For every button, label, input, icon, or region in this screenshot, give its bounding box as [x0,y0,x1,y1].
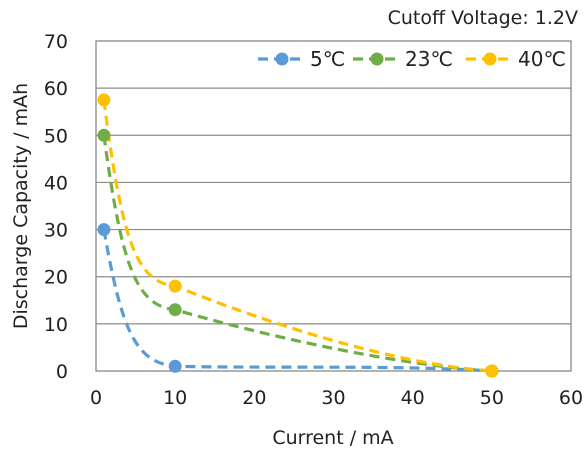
data-point [97,223,110,236]
x-tick-labels: 0 10 20 30 40 50 60 [90,387,583,409]
legend-label: 23℃ [405,47,453,71]
legend-marker [371,53,384,66]
plot-area [96,41,571,371]
y-tick-label: 60 [44,78,68,100]
data-point [97,93,110,106]
x-tick-label: 40 [401,387,425,409]
x-tick-label: 20 [242,387,266,409]
y-tick-label: 30 [44,220,68,242]
y-tick-label: 20 [44,267,68,289]
x-tick-label: 50 [480,387,504,409]
cutoff-voltage-annotation: Cutoff Voltage: 1.2V [388,7,578,29]
y-tick-label: 40 [44,172,68,194]
legend-label: 40℃ [518,47,566,71]
y-tick-label: 0 [56,361,68,383]
x-tick-label: 30 [321,387,345,409]
x-axis-title: Current / mA [272,427,393,449]
data-point [169,280,182,293]
data-point [169,360,182,373]
y-tick-label: 10 [44,314,68,336]
x-tick-label: 0 [90,387,102,409]
x-tick-label: 10 [163,387,187,409]
data-point [97,129,110,142]
y-tick-label: 70 [44,31,68,53]
y-tick-label: 50 [44,125,68,147]
y-axis-title: Discharge Capacity / mAh [10,83,32,329]
legend-marker [276,53,289,66]
y-tick-labels: 0 10 20 30 40 50 60 70 [44,31,68,383]
data-point [485,365,498,378]
legend-label: 5℃ [310,47,345,71]
x-tick-label: 60 [559,387,583,409]
data-point [169,303,182,316]
legend-marker [484,53,497,66]
